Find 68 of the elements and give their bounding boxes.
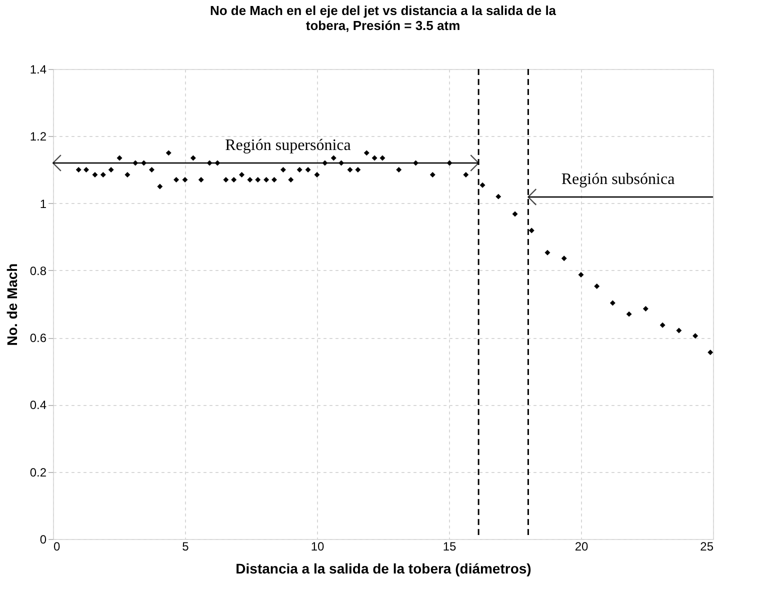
point (239, 172, 244, 178)
point (355, 166, 361, 172)
point (660, 322, 666, 328)
point (116, 155, 122, 161)
annotation: Región supersónica (225, 137, 351, 154)
point (463, 172, 469, 178)
point (544, 250, 550, 256)
point (264, 177, 270, 183)
x-tick-label: 10 (310, 540, 324, 554)
y-tick-label: 0.6 (30, 331, 47, 346)
annotation: Región subsónica (561, 171, 675, 188)
point (528, 228, 534, 234)
point (594, 283, 600, 289)
point (642, 306, 648, 312)
point (148, 166, 154, 172)
point (364, 150, 370, 156)
point (288, 177, 294, 183)
point (84, 166, 90, 172)
point (692, 333, 698, 339)
text: tobera, Presión = 3.5 atm (306, 18, 460, 33)
x-tick-label: 15 (442, 540, 456, 554)
point (347, 166, 353, 172)
point (561, 256, 567, 262)
point (76, 166, 82, 172)
point (372, 155, 378, 161)
y-tick-label: 1.4 (30, 62, 47, 76)
point (255, 177, 261, 183)
x-axis-title: Distancia a la salida de la tobera (diámetros) (236, 560, 532, 576)
point (157, 184, 163, 190)
y-tick-label: 1 (40, 196, 47, 211)
point (174, 177, 180, 183)
x-tick-label: 25 (700, 540, 714, 554)
point (610, 300, 616, 306)
point (578, 272, 584, 278)
point (166, 150, 172, 156)
x-tick-label: 0 (54, 540, 60, 554)
point (182, 177, 188, 183)
point (512, 211, 518, 217)
point (190, 155, 196, 161)
point (396, 166, 402, 172)
point (430, 172, 436, 178)
point (296, 166, 302, 172)
point (223, 177, 229, 183)
point (708, 350, 714, 356)
point (198, 177, 204, 183)
y-tick-label: 0.4 (30, 398, 47, 412)
x-tick-label: 20 (574, 540, 588, 554)
x-tick-label: 5 (182, 540, 190, 554)
point (480, 182, 486, 188)
point (305, 166, 311, 172)
point (231, 177, 237, 183)
text: No de Mach en el eje del jet vs distancia a la salida de la (210, 3, 556, 18)
point (271, 177, 277, 183)
y-axis-title: No. de Mach (4, 263, 20, 346)
y-tick-label: 0.8 (30, 264, 47, 278)
point (676, 328, 682, 334)
point (380, 155, 386, 161)
y-tick-label: 1.2 (30, 130, 47, 144)
point (108, 166, 114, 172)
point (124, 172, 130, 178)
y-tick-label: 0.2 (30, 465, 47, 480)
point (92, 172, 98, 178)
point (100, 172, 106, 178)
point (626, 311, 632, 317)
point (280, 166, 286, 172)
point (330, 155, 336, 161)
point (496, 194, 502, 200)
point (247, 177, 253, 183)
